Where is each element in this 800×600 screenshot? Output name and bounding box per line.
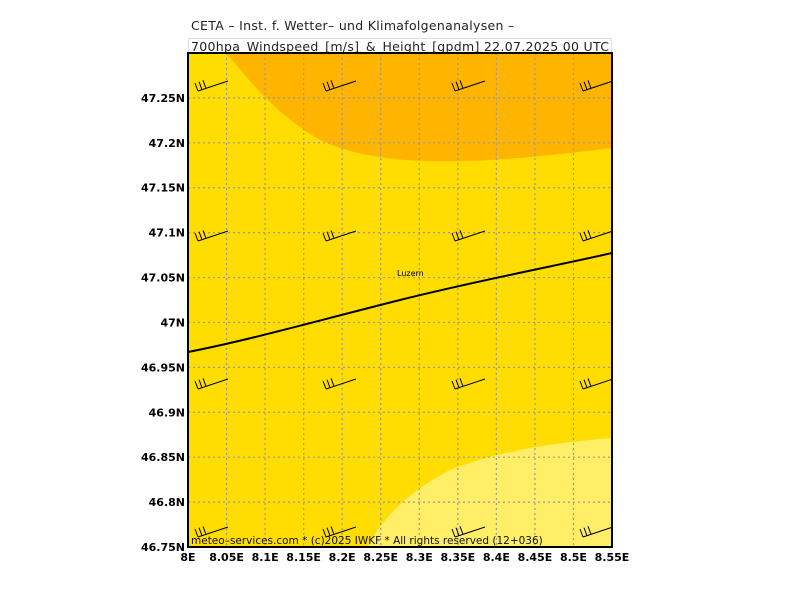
wind-barb	[451, 80, 486, 92]
x-tick-label: 8.4E	[483, 551, 510, 564]
y-tick-label: 47.25N	[141, 92, 185, 105]
lat-lon-grid	[188, 53, 612, 547]
wind-barb	[579, 230, 612, 242]
plot-frame	[187, 52, 613, 548]
wind-barb	[322, 80, 357, 92]
wind-barb	[194, 80, 229, 92]
y-tick-label: 46.75N	[141, 541, 185, 554]
x-tick-label: 8.25E	[363, 551, 398, 564]
wind-barb	[579, 378, 612, 390]
y-tick-label: 47.2N	[149, 137, 185, 150]
x-tick-label: 8.2E	[329, 551, 356, 564]
y-tick-label: 47.15N	[141, 182, 185, 195]
chart-title-line1: CETA – Inst. f. Wetter– und Klimafolgena…	[191, 18, 515, 33]
copyright-footer: meteo–services.com * (c)2025 IWKF * All …	[191, 535, 543, 547]
wind-barb	[451, 526, 486, 538]
x-tick-label: 8.45E	[518, 551, 553, 564]
y-tick-label: 46.85N	[141, 451, 185, 464]
y-tick-label: 46.8N	[149, 496, 185, 509]
wind-barb	[194, 378, 229, 390]
x-tick-label: 8.1E	[252, 551, 279, 564]
x-tick-label: 8E	[180, 551, 195, 564]
x-tick-label: 8.5E	[560, 551, 587, 564]
wind-barb	[322, 378, 357, 390]
x-tick-label: 8.35E	[440, 551, 475, 564]
wind-barb	[194, 526, 229, 538]
wind-barb	[322, 230, 357, 242]
x-axis-ticks: 8E 8.05E 8.1E 8.15E 8.2E 8.25E 8.3E 8.35E 8.4E 8.…	[180, 551, 629, 564]
x-tick-label: 8.05E	[209, 551, 244, 564]
wind-field-low	[368, 438, 612, 547]
wind-barb	[579, 526, 612, 538]
x-tick-label: 8.3E	[406, 551, 433, 564]
chart-title-line2: 700hpa_Windspeed_[m/s]_&_Height_[gpdm] 2…	[188, 38, 613, 55]
y-tick-label: 47.1N	[149, 227, 185, 240]
wind-barbs	[194, 80, 612, 538]
wind-barb	[579, 80, 612, 92]
wind-barb	[194, 230, 229, 242]
x-tick-label: 8.55E	[595, 551, 630, 564]
y-tick-label: 47.05N	[141, 272, 185, 285]
y-tick-label: 46.9N	[149, 406, 185, 419]
wind-barb	[322, 526, 357, 538]
y-tick-label: 47N	[160, 316, 185, 329]
city-label-luzern: Luzern	[397, 269, 424, 278]
y-axis-ticks: 46.75N 46.8N 46.85N 46.9N 46.95N 47N 47.05N 47.…	[141, 92, 185, 554]
wind-barb	[451, 378, 486, 390]
height-contour-line	[188, 252, 612, 353]
wind-field-high	[226, 53, 612, 162]
x-tick-label: 8.15E	[286, 551, 321, 564]
wind-barb	[451, 230, 486, 242]
y-tick-label: 46.95N	[141, 361, 185, 374]
